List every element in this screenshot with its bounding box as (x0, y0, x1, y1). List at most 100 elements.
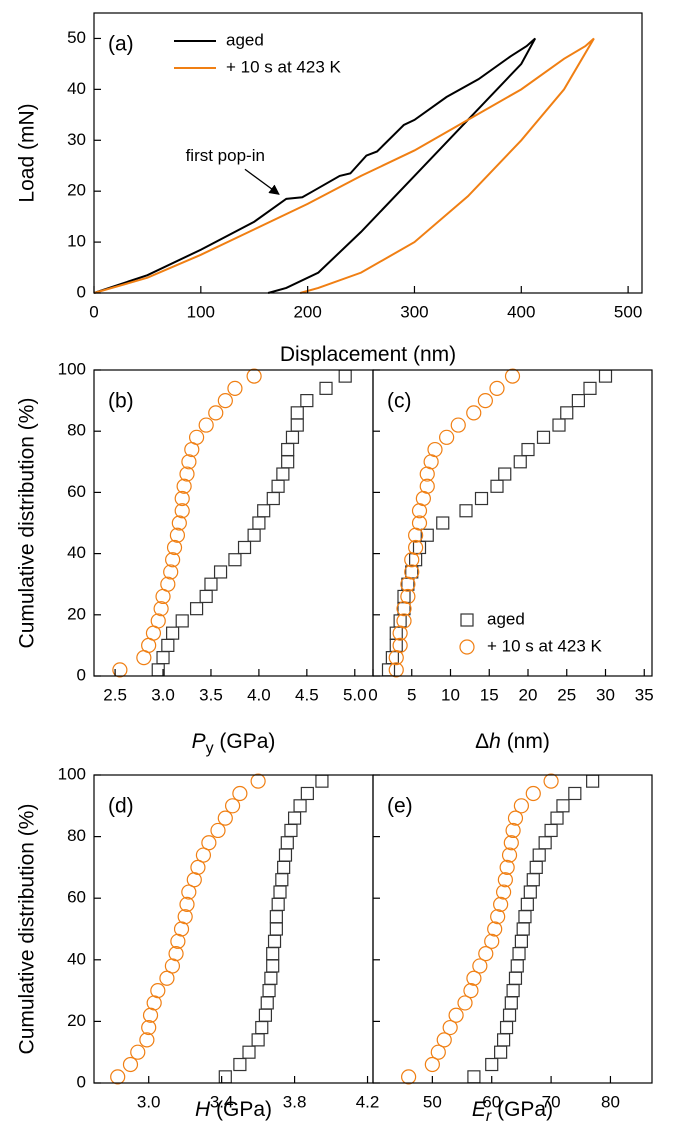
circle-marker (177, 909, 193, 925)
square-marker (251, 1033, 265, 1047)
circle-marker (401, 1069, 417, 1085)
circle-marker (159, 970, 175, 986)
square-marker (264, 971, 278, 985)
x-tick-label: 3.4 (210, 1092, 234, 1111)
circle-marker (227, 380, 243, 396)
circle-marker (408, 539, 424, 556)
x-tick-label: 35 (635, 685, 654, 704)
circle-marker (165, 552, 181, 568)
square-marker (156, 651, 170, 665)
circle-marker (163, 564, 179, 580)
circle-marker (513, 798, 530, 814)
square-marker (532, 848, 546, 862)
x-axis-label-part: E (472, 1098, 487, 1121)
square-marker (538, 836, 552, 850)
square-marker (242, 1045, 256, 1059)
x-axis-label-part: (GPa) (214, 730, 276, 753)
axes-box (93, 369, 374, 677)
x-tick-label: 30 (596, 685, 615, 704)
y-axis-label: Cumulative distribution (%) (16, 804, 39, 1055)
square-marker (523, 885, 537, 899)
x-tick-label: 5.0 (343, 685, 367, 704)
circle-marker (404, 564, 420, 580)
panel-label: (a) (108, 33, 134, 56)
x-axis-label-part: Δ (475, 730, 489, 753)
y-tick-label: 40 (67, 543, 86, 562)
circle-marker (448, 1007, 464, 1023)
circle-marker (430, 1044, 446, 1060)
circle-marker (400, 588, 416, 605)
circle-marker (130, 1044, 146, 1060)
y-tick-label: 50 (67, 28, 86, 47)
square-marker (278, 848, 293, 862)
square-marker (381, 663, 396, 677)
circle-marker (450, 417, 466, 433)
panel-label: (c) (387, 390, 412, 413)
x-tick-label: 4.5 (295, 685, 319, 704)
square-marker (175, 614, 189, 628)
panel-label: (b) (108, 390, 134, 413)
square-marker (389, 626, 403, 640)
square-marker (529, 860, 543, 875)
y-axis-label: Cumulative distribution (%) (16, 398, 39, 649)
circle-marker (484, 933, 500, 949)
square-marker (281, 455, 295, 469)
y-tick-label: 80 (67, 826, 86, 845)
y-tick-label: 0 (77, 282, 86, 301)
square-marker (228, 553, 242, 567)
circle-marker (112, 662, 128, 678)
circle-marker (160, 576, 176, 592)
x-tick-label: 400 (507, 302, 535, 321)
y-tick-label: 100 (58, 359, 86, 378)
circle-marker (153, 601, 169, 617)
circle-marker (501, 847, 518, 863)
square-marker (233, 1057, 247, 1072)
x-axis-label-part: (nm) (501, 730, 550, 753)
axes-box (93, 774, 374, 1084)
circle-marker (208, 405, 224, 421)
square-marker (496, 1033, 511, 1047)
axes-box (93, 12, 643, 294)
square-marker (267, 934, 282, 948)
square-marker (397, 602, 411, 616)
circle-marker (217, 393, 233, 409)
square-marker (275, 873, 289, 887)
square-marker (552, 418, 566, 432)
panel-label: (d) (108, 795, 134, 818)
square-marker (161, 638, 175, 653)
x-axis-label-part: H (195, 1098, 211, 1121)
y-tick-label: 30 (67, 130, 86, 149)
circle-marker (174, 503, 190, 519)
square-marker (290, 406, 304, 420)
circle-marker (224, 798, 241, 814)
square-marker (583, 381, 597, 395)
circle-marker (478, 946, 494, 962)
square-marker (290, 418, 304, 432)
square-marker (276, 467, 290, 481)
square-marker (498, 467, 512, 481)
x-tick-label: 500 (614, 302, 642, 321)
circle-marker (477, 393, 493, 409)
x-axis-label-part: P (192, 730, 206, 753)
legend-label: + 10 s at 423 K (226, 57, 341, 76)
y-tick-label: 0 (77, 1072, 86, 1091)
circle-marker (442, 1019, 458, 1036)
square-marker (204, 577, 218, 591)
circle-marker (495, 884, 512, 900)
square-marker (436, 516, 450, 530)
circle-marker (210, 822, 226, 839)
square-marker (513, 455, 527, 469)
x-tick-label: 100 (187, 302, 215, 321)
x-tick-label: 5 (407, 685, 416, 704)
x-tick-label: 15 (480, 685, 499, 704)
square-marker (521, 442, 535, 457)
x-axis-label-part: r (486, 1108, 492, 1125)
x-tick-label: 3.0 (137, 1092, 161, 1111)
square-marker (459, 504, 473, 518)
circle-marker (525, 785, 541, 802)
square-marker (285, 430, 300, 444)
y-tick-label: 10 (67, 232, 86, 251)
square-marker (401, 577, 415, 591)
